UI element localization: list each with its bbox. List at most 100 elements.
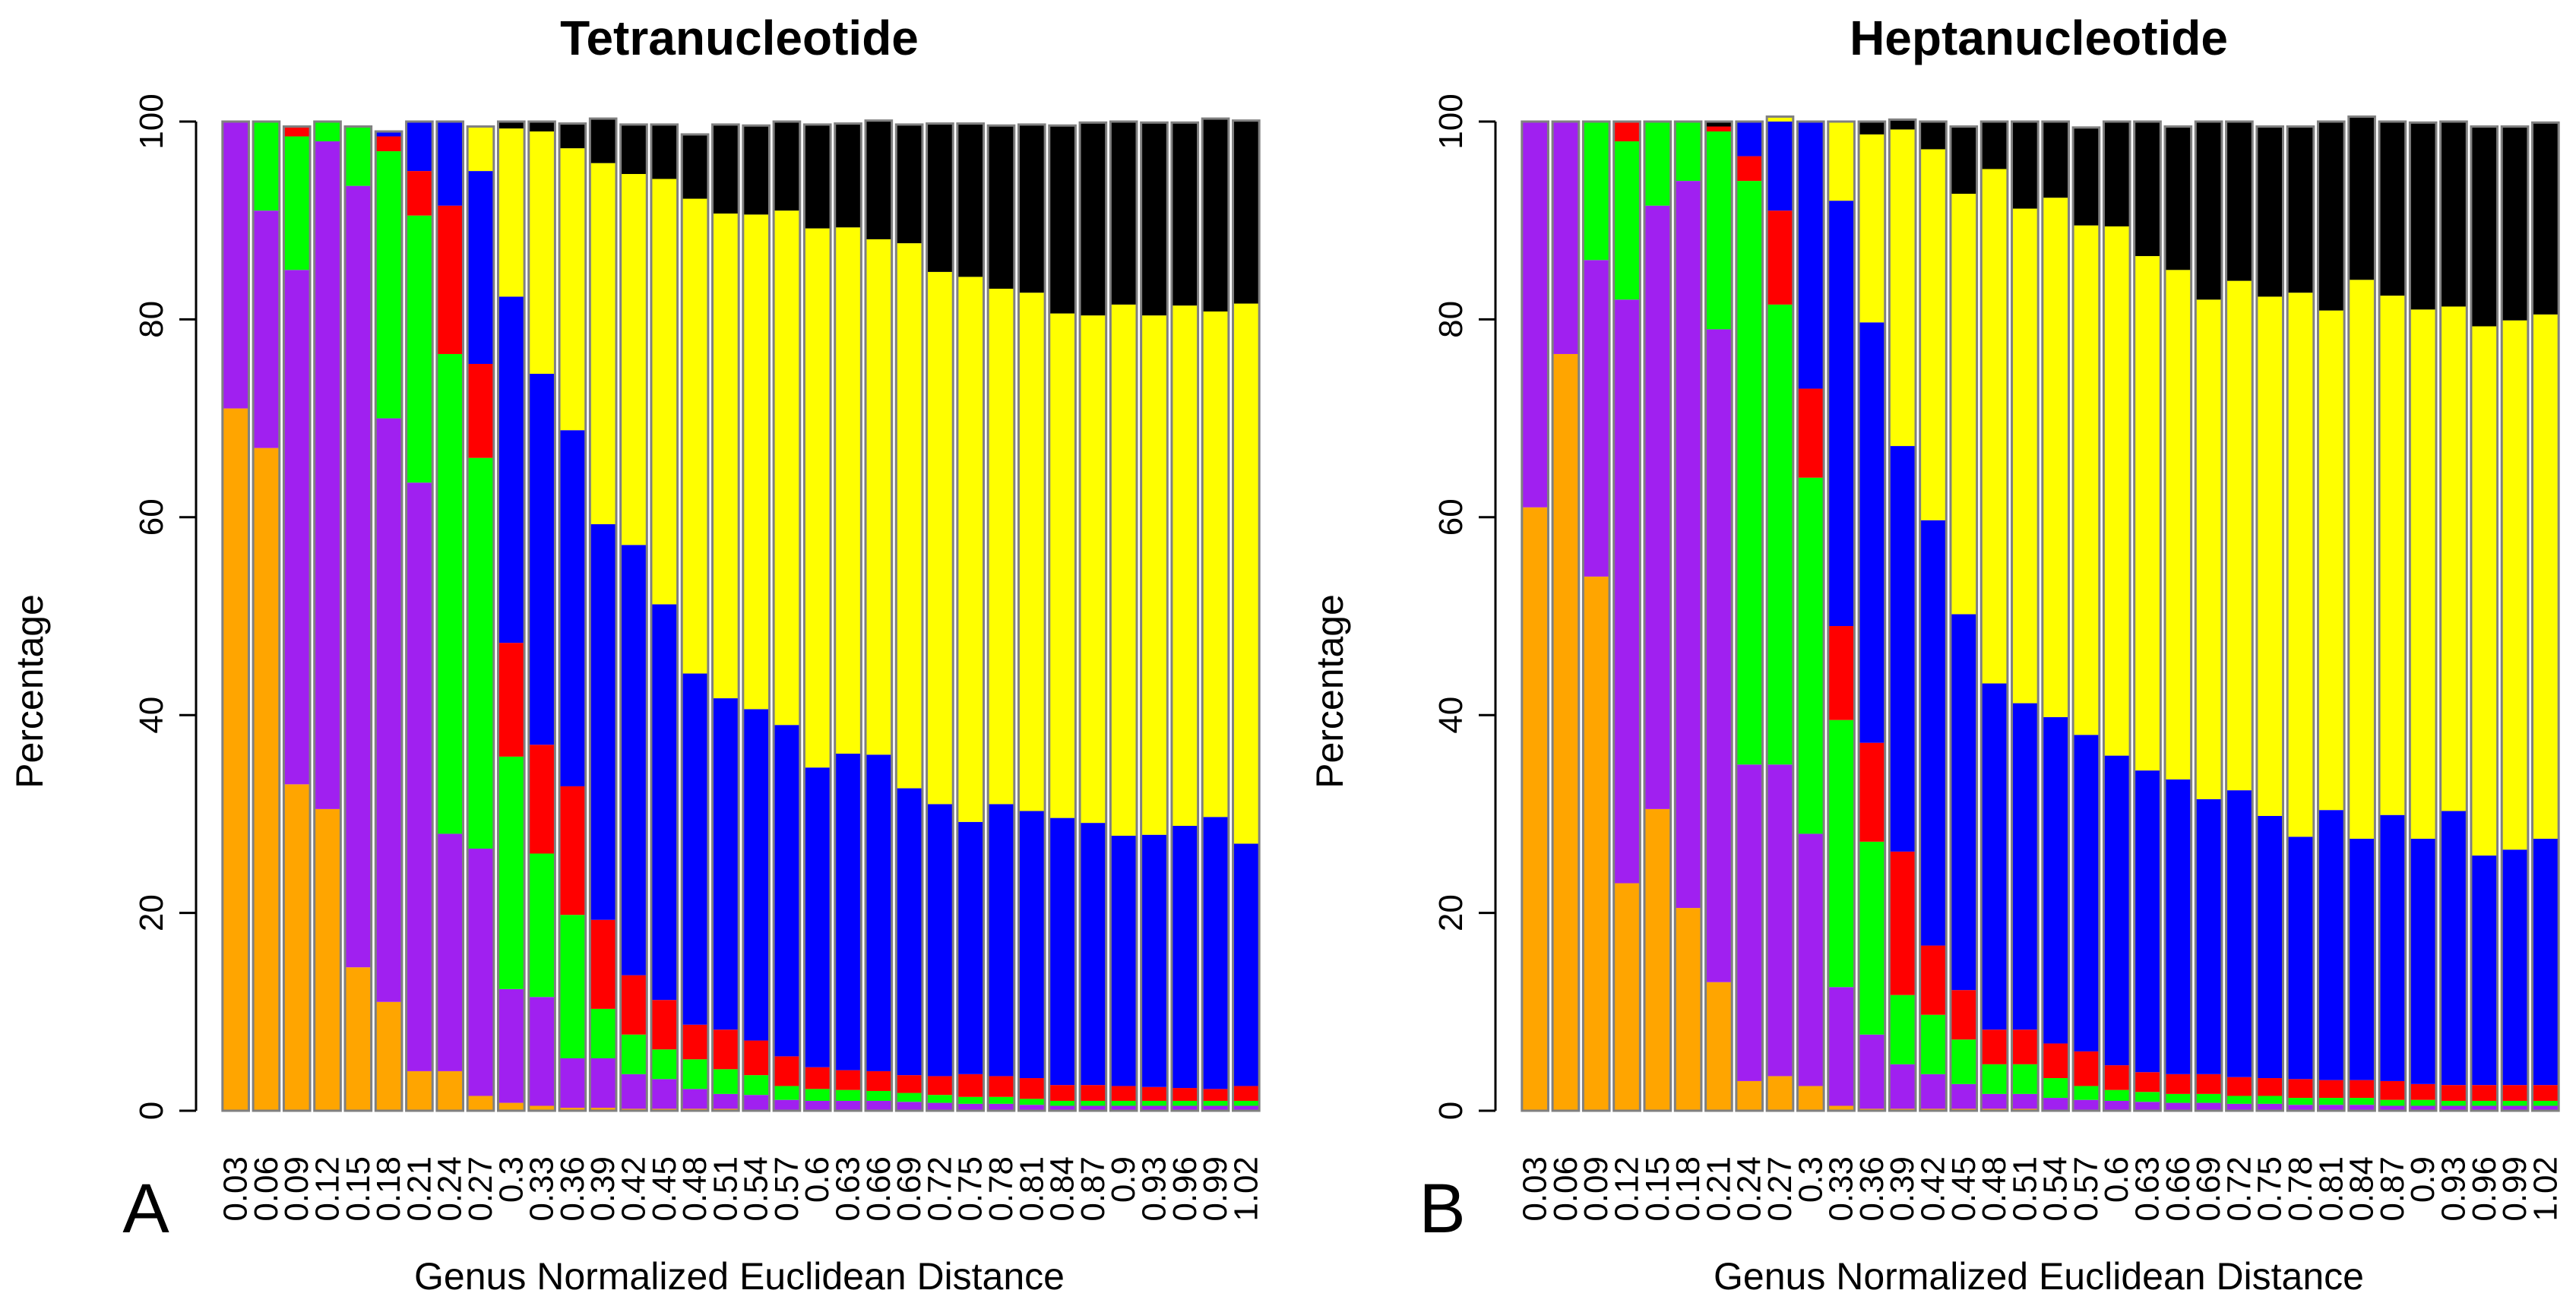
x-tick-label: 0.9 xyxy=(1105,1156,1142,1203)
bar-segment xyxy=(436,833,464,1071)
x-tick-label: 0.93 xyxy=(2435,1156,2472,1222)
x-tick-label: 0.66 xyxy=(2160,1156,2197,1222)
bar-segment xyxy=(2073,1051,2100,1086)
bar-segment xyxy=(1828,626,1855,720)
bar-segment xyxy=(712,1069,739,1094)
bar-segment xyxy=(2073,225,2100,735)
bar-segment xyxy=(1736,156,1763,182)
bar-segment xyxy=(774,122,800,211)
bar-segment xyxy=(222,122,249,409)
x-tick-label: 0.27 xyxy=(1761,1156,1799,1222)
bar-segment xyxy=(253,447,280,1111)
bar-segment xyxy=(2134,256,2161,771)
bar-segment xyxy=(2103,755,2131,1066)
x-tick-label: 0.48 xyxy=(1976,1156,2013,1222)
bar-segment xyxy=(345,967,372,1111)
bar-segment xyxy=(2134,122,2161,257)
bar-outline xyxy=(1551,120,1581,1112)
bar-segment xyxy=(2348,1080,2375,1099)
bar-segment xyxy=(1889,1064,1916,1109)
bar-segment xyxy=(2440,306,2467,811)
bar-segment xyxy=(682,198,708,674)
bar-segment xyxy=(774,210,800,726)
x-tick-label: 0.99 xyxy=(2496,1156,2533,1222)
bar-segment xyxy=(2042,1043,2069,1079)
bar-outline xyxy=(864,119,894,1112)
y-tick-label: 100 xyxy=(1432,93,1470,149)
y-tick-label: 0 xyxy=(133,1102,170,1120)
bar-outline xyxy=(894,123,924,1112)
bar-segment xyxy=(682,1089,708,1109)
bar-segment xyxy=(2103,122,2131,227)
y-axis-label: Percentage xyxy=(1309,594,1351,789)
bar-segment xyxy=(498,988,525,1103)
bar-segment xyxy=(1797,122,1824,389)
bar-outline xyxy=(2255,125,2285,1112)
bar-segment xyxy=(957,1103,984,1110)
bar-segment xyxy=(559,1058,586,1108)
x-tick-label: 0.3 xyxy=(1792,1156,1829,1203)
bar-segment xyxy=(742,125,770,215)
x-tick-label: 1.02 xyxy=(1227,1156,1264,1222)
chart-panel-heptanucleotide: Heptanucleotide Percentage Genus Normali… xyxy=(1309,11,2564,1298)
bar-segment xyxy=(1981,122,2008,169)
bar-segment xyxy=(620,174,647,545)
bar-outline xyxy=(374,130,403,1112)
bar-segment xyxy=(1018,811,1046,1079)
bar-segment xyxy=(2470,326,2498,856)
bar-segment xyxy=(2226,1103,2253,1110)
bar-segment xyxy=(2287,293,2314,837)
bar-segment xyxy=(1859,1034,1885,1109)
bar-segment xyxy=(650,1079,678,1109)
bar-segment xyxy=(2256,1103,2283,1110)
bar-segment xyxy=(2195,299,2222,799)
bar-segment xyxy=(1583,260,1610,577)
bar-segment xyxy=(2195,1093,2222,1103)
bar-segment xyxy=(2042,1098,2069,1110)
bar-outline xyxy=(986,124,1016,1112)
bar-segment xyxy=(1828,1105,1855,1111)
bar-segment xyxy=(1889,446,1916,852)
x-tick-labels: 0.030.060.090.120.150.180.210.240.270.30… xyxy=(217,1156,1265,1222)
y-axis: 0 20 40 60 80 100 xyxy=(133,93,198,1120)
bar-segment xyxy=(988,289,1014,805)
x-tick-label: 0.66 xyxy=(860,1156,897,1222)
bar-segment xyxy=(2256,1096,2283,1104)
bar-segment xyxy=(283,784,311,1111)
bar-segment xyxy=(2287,836,2314,1080)
bar-segment xyxy=(1797,477,1824,834)
x-tick-label: 0.21 xyxy=(400,1156,438,1222)
x-tick-label: 0.57 xyxy=(768,1156,805,1222)
bar-segment xyxy=(1141,1105,1168,1110)
bar-outline xyxy=(650,123,679,1112)
bar-segment xyxy=(1171,305,1198,827)
x-tick-label: 0.75 xyxy=(2252,1156,2289,1222)
bar-segment xyxy=(314,141,341,809)
bar-segment xyxy=(2195,122,2222,300)
bar-segment xyxy=(1889,851,1916,995)
bar-segment xyxy=(2165,1093,2191,1103)
bar-segment xyxy=(926,123,954,272)
bar-segment xyxy=(1018,1099,1046,1105)
bar-segment xyxy=(2073,1099,2100,1110)
bar-outline xyxy=(252,120,281,1112)
x-tick-label: 0.96 xyxy=(1166,1156,1204,1222)
bar-segment xyxy=(1859,322,1885,743)
bar-segment xyxy=(2011,703,2039,1030)
x-tick-label: 0.03 xyxy=(1517,1156,1554,1222)
bar-segment xyxy=(774,725,800,1057)
bar-segment xyxy=(1767,1076,1793,1111)
bar-outline xyxy=(926,122,954,1112)
bar-segment xyxy=(2165,779,2191,1074)
bar-segment xyxy=(2165,126,2191,270)
x-tick-label: 0.87 xyxy=(2374,1156,2411,1222)
bar-segment xyxy=(1705,329,1733,982)
bar-segment xyxy=(2256,816,2283,1079)
bar-segment xyxy=(742,214,770,710)
bar-segment xyxy=(467,1096,494,1111)
bar-segment xyxy=(1919,149,1947,520)
bar-segment xyxy=(1736,1080,1763,1111)
bar-segment xyxy=(620,975,647,1035)
bar-segment xyxy=(498,122,525,129)
